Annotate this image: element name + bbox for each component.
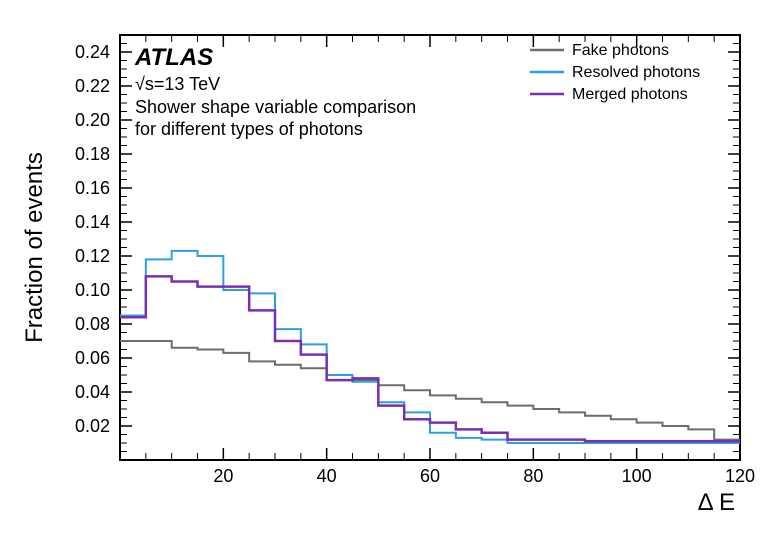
legend-label: Resolved photons <box>572 64 700 81</box>
y-tick-label: 0.02 <box>75 416 110 436</box>
y-tick-label: 0.20 <box>75 110 110 130</box>
desc-line-2: for different types of photons <box>135 119 363 139</box>
x-tick-label: 60 <box>420 466 440 486</box>
energy-label: √s=13 TeV <box>135 74 220 94</box>
chart-svg: 20 40 60 80 100 120 0.02 0.04 0.06 0.08 0.10 0.12 0.… <box>0 0 768 541</box>
y-tick-label: 0.18 <box>75 144 110 164</box>
legend-label: Fake photons <box>572 42 669 59</box>
legend-label: Merged photons <box>572 86 688 103</box>
x-tick-label: 20 <box>213 466 233 486</box>
y-tick-label: 0.08 <box>75 314 110 334</box>
atlas-label: ATLAS <box>134 44 213 71</box>
x-axis-title: Δ E <box>698 489 735 516</box>
x-tick-label: 120 <box>725 466 755 486</box>
x-tick-label: 80 <box>523 466 543 486</box>
y-tick-label: 0.14 <box>75 212 110 232</box>
y-tick-label: 0.24 <box>75 42 110 62</box>
x-tick-label: 100 <box>622 466 652 486</box>
x-tick-label: 40 <box>317 466 337 486</box>
y-tick-label: 0.10 <box>75 280 110 300</box>
y-tick-label: 0.16 <box>75 178 110 198</box>
y-tick-label: 0.04 <box>75 382 110 402</box>
series-resolved <box>120 251 740 443</box>
y-axis-title: Fraction of events <box>21 152 48 343</box>
y-tick-label: 0.12 <box>75 246 110 266</box>
histogram-chart: 20 40 60 80 100 120 0.02 0.04 0.06 0.08 0.10 0.12 0.… <box>0 0 768 541</box>
y-tick-label: 0.06 <box>75 348 110 368</box>
desc-line-1: Shower shape variable comparison <box>135 97 416 117</box>
y-tick-label: 0.22 <box>75 76 110 96</box>
